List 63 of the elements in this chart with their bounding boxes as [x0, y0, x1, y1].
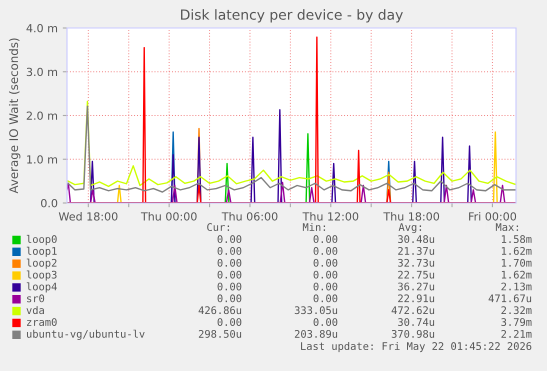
- legend-label: ubuntu-vg/ubuntu-lv: [26, 330, 145, 340]
- legend-label: zram0: [27, 318, 57, 326]
- text: 0.00: [218, 294, 242, 302]
- text: 30.74u: [398, 318, 434, 326]
- legend-label: loop4: [26, 282, 57, 292]
- text: 0.00: [218, 235, 242, 244]
- text: 0.00: [314, 294, 338, 302]
- text: 0.00: [314, 282, 338, 290]
- text: 21.37u: [398, 247, 434, 255]
- text: Last update: Fri May 22 01:45:22 2026: [301, 342, 532, 352]
- text: 0.00: [314, 258, 338, 267]
- text: 203.89u: [294, 330, 338, 338]
- text: 2.13m: [501, 282, 532, 290]
- y-tick-label: 1.0 m: [27, 155, 58, 164]
- text: Min:: [302, 222, 326, 231]
- text: 0.00: [314, 247, 338, 255]
- text: 298.50u: [198, 330, 242, 338]
- text: 0.00: [218, 282, 242, 290]
- text: 1.62m: [502, 270, 532, 279]
- text: 1.62m: [502, 247, 532, 255]
- x-tick-label: Fri 00:00: [469, 212, 516, 221]
- text: 426.86u: [198, 306, 242, 314]
- y-tick-label: 0.0: [41, 198, 58, 208]
- x-tick-label: Wed 18:00: [58, 212, 118, 221]
- text: 471.67u: [488, 294, 532, 302]
- legend-label: loop1: [26, 246, 57, 257]
- text: 1.58m: [502, 235, 532, 244]
- text: 0.00: [218, 247, 242, 255]
- legend-label: loop2: [26, 258, 56, 269]
- chart-title: Disk latency per device - by day: [181, 9, 403, 23]
- text: 472.62u: [392, 306, 434, 314]
- text: 2.32m: [501, 306, 532, 314]
- text: 0.00: [314, 318, 338, 326]
- x-tick-label: Thu 00:00: [140, 212, 197, 221]
- text: Cur:: [207, 223, 230, 232]
- legend-label: loop3: [26, 270, 57, 281]
- text: 22.75u: [398, 270, 434, 279]
- x-tick-label: Thu 18:00: [383, 212, 440, 221]
- x-tick-label: Thu 06:00: [222, 212, 278, 221]
- y-tick-label: 4.0 m: [26, 24, 58, 32]
- x-tick-label: Thu 12:00: [302, 212, 358, 221]
- text: 32.73u: [398, 258, 434, 267]
- text: 1.70m: [502, 258, 532, 267]
- text: 0.00: [218, 258, 242, 267]
- text: 0.00: [218, 318, 242, 326]
- legend-label: vda: [26, 306, 44, 314]
- text: 0.00: [314, 270, 338, 279]
- text: 0.00: [218, 270, 242, 279]
- text: 30.48u: [398, 235, 434, 244]
- text: 22.91u: [398, 294, 434, 302]
- text: 370.98u: [392, 330, 434, 338]
- text: 3.79m: [501, 318, 532, 326]
- y-axis-title: Average IO Wait (seconds): [8, 38, 20, 194]
- text: 36.27u: [398, 282, 434, 290]
- text: 333.05u: [294, 306, 338, 314]
- text: 0.00: [314, 235, 338, 244]
- text: Max:: [496, 223, 518, 232]
- y-tick-label: 2.0 m: [26, 111, 58, 120]
- y-tick-label: 3.0 m: [26, 68, 58, 76]
- legend-label: sr0: [27, 294, 44, 302]
- text: 2.21m: [501, 330, 532, 338]
- text: Avg:: [398, 223, 422, 234]
- legend-label: loop0: [26, 234, 57, 246]
